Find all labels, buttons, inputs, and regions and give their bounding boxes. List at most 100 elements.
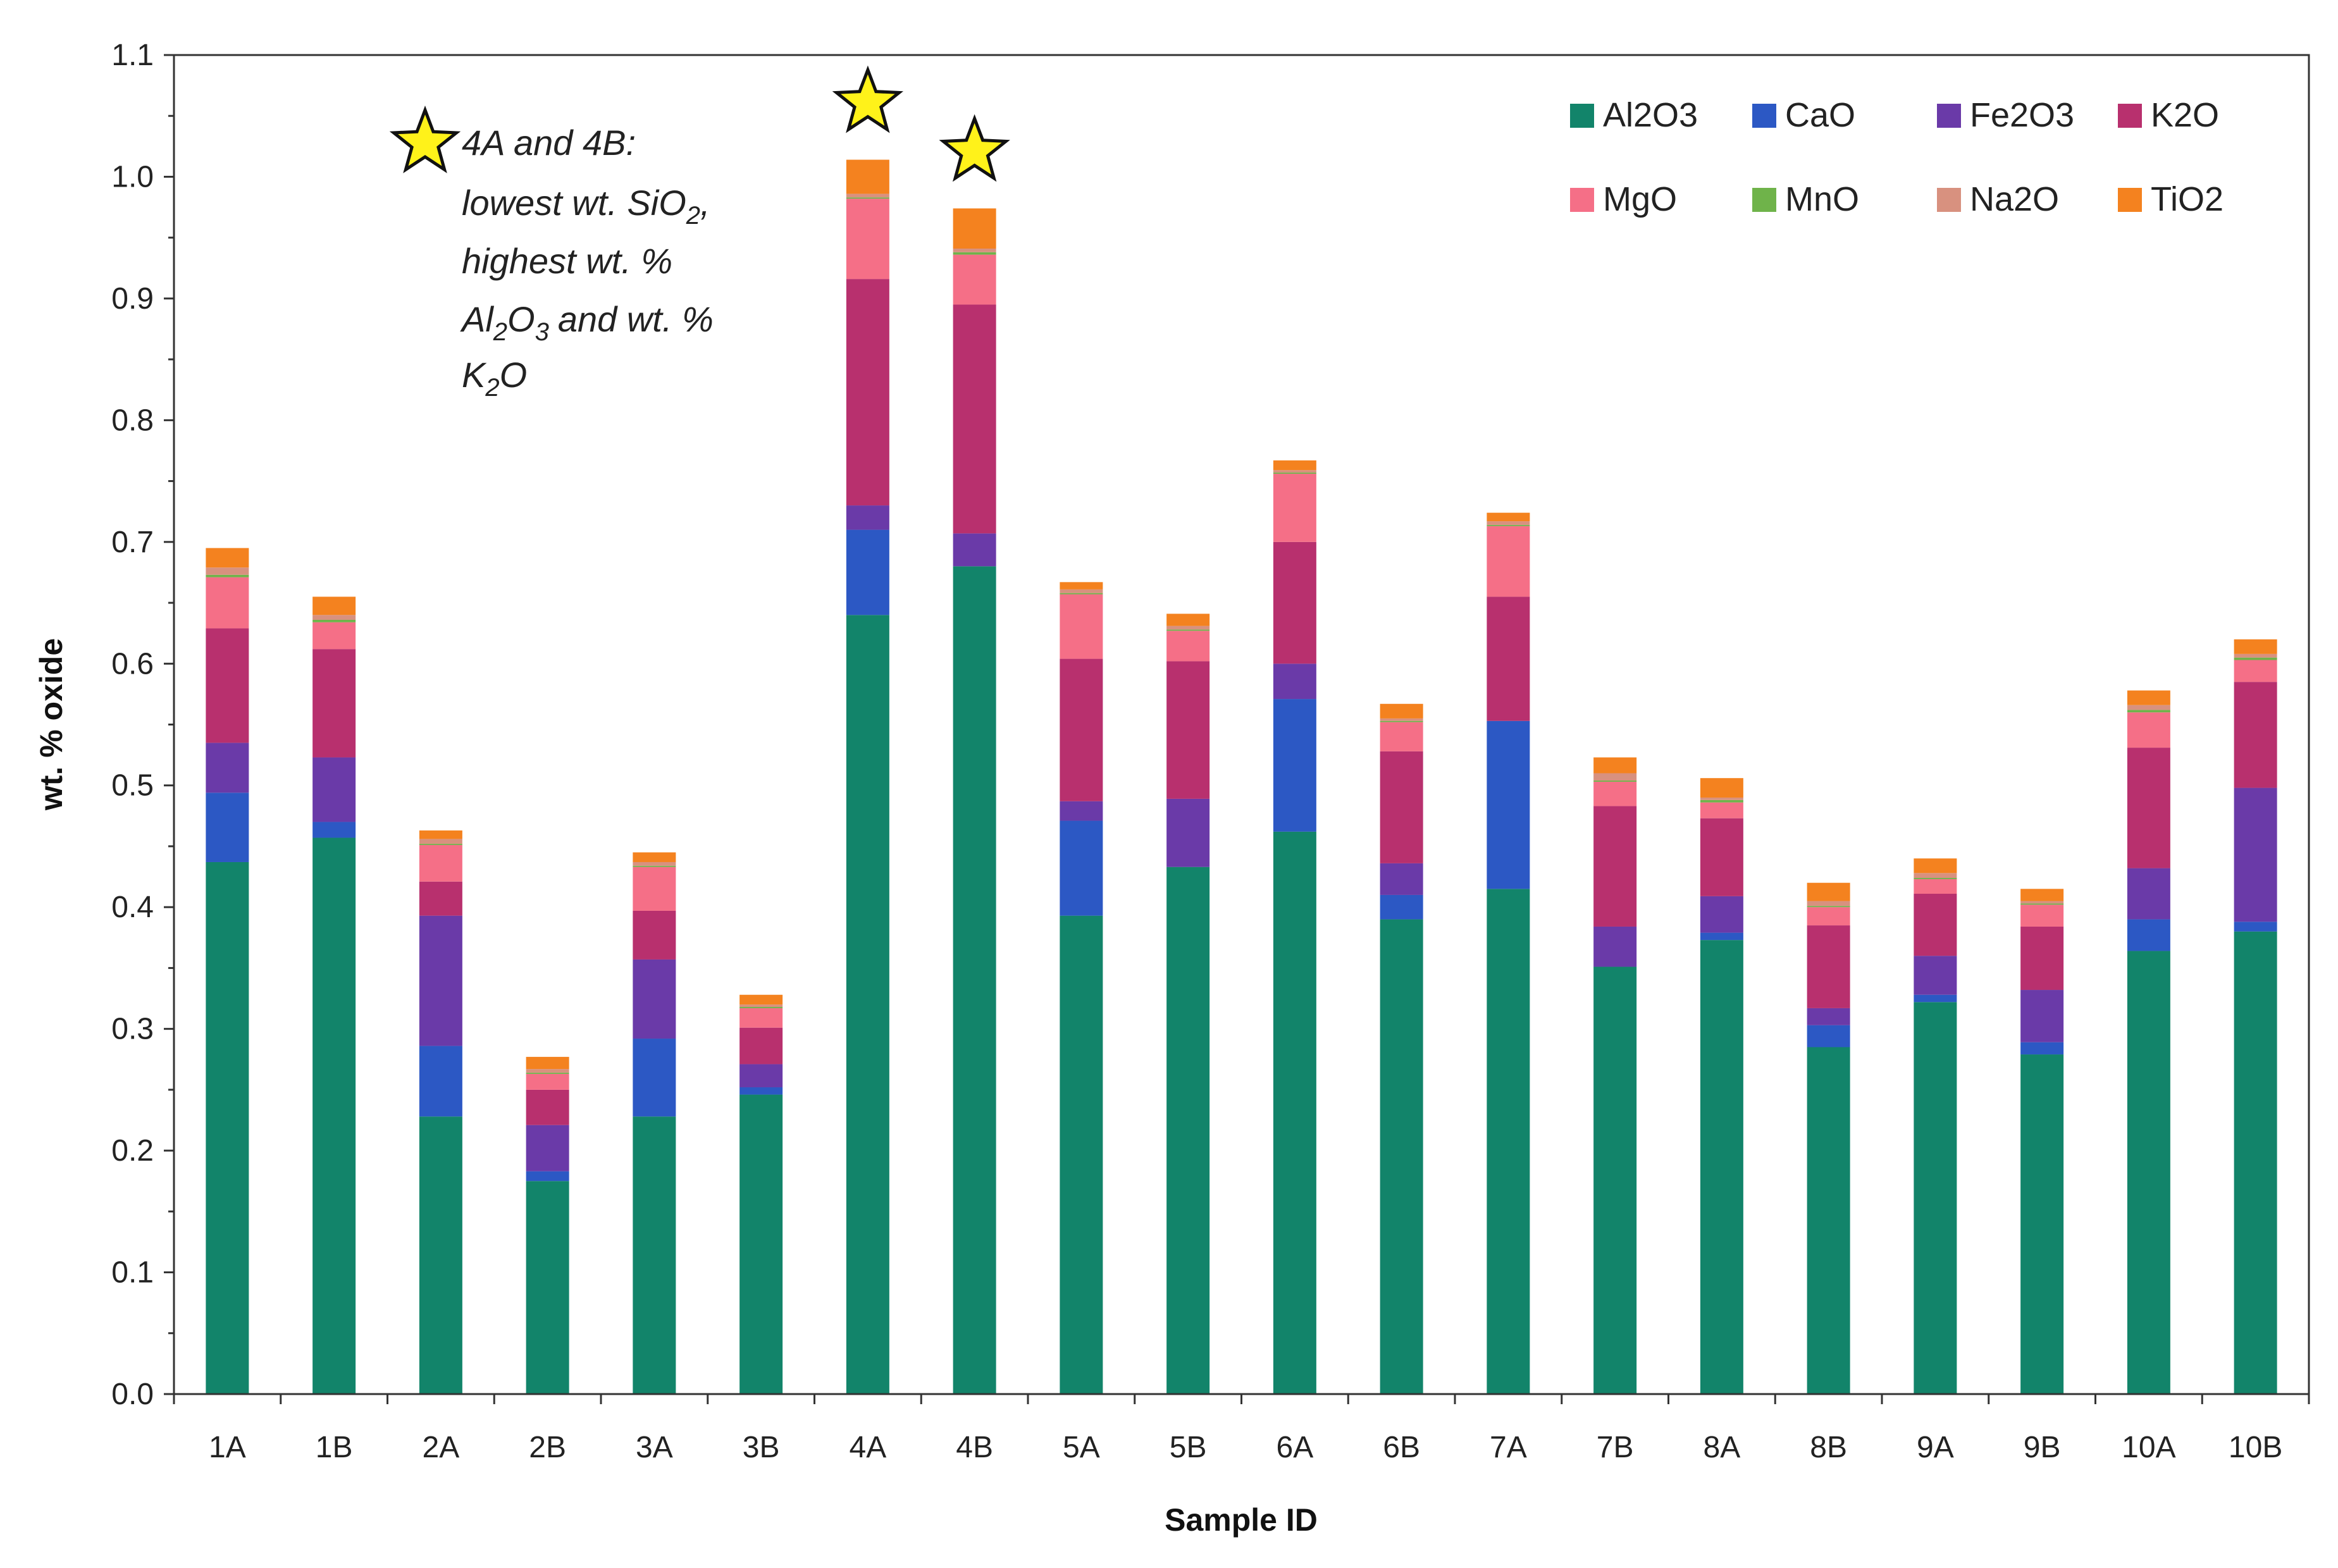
bar-1B-TiO2 <box>312 596 356 615</box>
bar-8A-MgO <box>1700 802 1743 818</box>
bar-10B-TiO2 <box>2234 639 2277 654</box>
bar-9A-K2O <box>1914 894 1957 956</box>
legend-swatch-Na2O <box>1937 188 1961 212</box>
bar-2B-K2O <box>526 1089 569 1125</box>
bar-6B-Na2O <box>1380 718 1423 721</box>
bar-9A-Fe2O3 <box>1914 956 1957 995</box>
bar-6B-TiO2 <box>1380 703 1423 719</box>
x-tick-label-2A: 2A <box>423 1431 460 1464</box>
sample-markers <box>832 65 1010 182</box>
annotation-line-3: highest wt. % <box>462 241 672 281</box>
bar-9B-MnO <box>2020 903 2064 905</box>
legend-label-MgO: MgO <box>1603 180 1677 218</box>
bar-5A-MnO <box>1060 593 1103 595</box>
bar-5A-MgO <box>1060 594 1103 659</box>
bar-6A-K2O <box>1273 541 1316 664</box>
bar-6A-Fe2O3 <box>1273 664 1316 700</box>
bar-4B-K2O <box>953 304 996 534</box>
bar-9A-MnO <box>1914 877 1957 879</box>
bar-8B-MgO <box>1807 907 1850 926</box>
bar-7B-MnO <box>1593 781 1637 782</box>
x-tick-label-1A: 1A <box>209 1431 246 1464</box>
legend-label-CaO: CaO <box>1785 96 1855 134</box>
bar-3B-CaO <box>739 1087 783 1095</box>
bar-3A-Fe2O3 <box>633 959 676 1039</box>
y-tick-label: 0.2 <box>111 1134 154 1168</box>
bar-2A-MgO <box>419 845 462 882</box>
bar-9A-TiO2 <box>1914 858 1957 874</box>
bar-4B-MgO <box>953 254 996 305</box>
bar-6A-Na2O <box>1273 470 1316 473</box>
x-tick-label-9A: 9A <box>1917 1431 1954 1464</box>
bar-10B-K2O <box>2234 682 2277 788</box>
bar-3B-Fe2O3 <box>739 1064 783 1088</box>
y-tick-label: 0.7 <box>111 526 154 559</box>
bar-7A-TiO2 <box>1487 512 1530 522</box>
bar-3A-K2O <box>633 910 676 960</box>
legend-swatch-MgO <box>1570 188 1594 212</box>
y-tick-label: 0.3 <box>111 1013 154 1046</box>
bar-9A-MgO <box>1914 879 1957 894</box>
x-tick-label-7A: 7A <box>1490 1431 1527 1464</box>
bar-6B-K2O <box>1380 751 1423 863</box>
bar-7B-Na2O <box>1593 773 1637 781</box>
x-axis-title: Sample ID <box>1165 1502 1318 1538</box>
y-axis: 0.0 0.1 0.2 0.3 0.4 0.5 0.6 0.7 0.8 0.9 1.0 1.1 <box>111 39 174 1411</box>
legend-label-Na2O: Na2O <box>1970 180 2059 218</box>
legend-label-MnO: MnO <box>1785 180 1859 218</box>
bar-5A-TiO2 <box>1060 582 1103 590</box>
x-tick-label-2B: 2B <box>529 1431 566 1464</box>
bar-10A-MgO <box>2127 712 2170 748</box>
bar-2A-Fe2O3 <box>419 915 462 1046</box>
bar-6B-CaO <box>1380 894 1423 920</box>
bar-1B-Na2O <box>312 615 356 620</box>
bar-7B-Al2O3 <box>1593 966 1637 1394</box>
x-tick-label-5A: 5A <box>1063 1431 1100 1464</box>
bar-9A-Al2O3 <box>1914 1002 1957 1394</box>
bar-2A-Na2O <box>419 839 462 844</box>
bar-10B-MgO <box>2234 660 2277 682</box>
bar-8B-Al2O3 <box>1807 1047 1850 1394</box>
legend-swatch-K2O <box>2118 104 2142 128</box>
legend-label-K2O: K2O <box>2151 96 2219 134</box>
bar-4A-Na2O <box>846 194 889 198</box>
annotation-sub-k2: 2 <box>485 374 499 402</box>
bar-2B-MnO <box>526 1072 569 1074</box>
y-tick-label: 0.5 <box>111 769 154 803</box>
annotation: 4A and 4B: lowest wt. SiO2, highest wt. … <box>389 105 714 402</box>
bar-2A-MnO <box>419 844 462 846</box>
legend-swatch-TiO2 <box>2118 188 2142 212</box>
x-tick-label-3B: 3B <box>743 1431 780 1464</box>
star-marker-4B-icon <box>939 114 1010 182</box>
legend-swatch-CaO <box>1752 104 1776 128</box>
bar-10B-Na2O <box>2234 653 2277 658</box>
bar-2B-TiO2 <box>526 1056 569 1070</box>
bar-1B-Fe2O3 <box>312 757 356 822</box>
annotation-line-4: Al2O3 and wt. % <box>460 299 714 346</box>
bar-6B-MnO <box>1380 720 1423 722</box>
bar-7A-Al2O3 <box>1487 889 1530 1394</box>
annotation-al: Al <box>460 299 494 339</box>
bar-4A-MgO <box>846 199 889 280</box>
bar-2B-CaO <box>526 1171 569 1182</box>
annotation-line-2: lowest wt. SiO2, <box>462 183 710 230</box>
bar-8A-TiO2 <box>1700 778 1743 798</box>
bar-5B-Fe2O3 <box>1166 798 1210 867</box>
bars-layer <box>206 159 2277 1394</box>
bar-10A-K2O <box>2127 748 2170 868</box>
y-tick-label: 0.4 <box>111 891 154 924</box>
bar-7A-Na2O <box>1487 521 1530 525</box>
bar-2A-Al2O3 <box>419 1116 462 1394</box>
bar-8A-Al2O3 <box>1700 940 1743 1394</box>
bar-6A-CaO <box>1273 699 1316 832</box>
bar-9B-CaO <box>2020 1042 2064 1055</box>
y-tick-label: 1.1 <box>111 39 154 72</box>
annotation-o: O <box>507 299 535 339</box>
bar-10B-Fe2O3 <box>2234 787 2277 922</box>
bar-6A-TiO2 <box>1273 460 1316 471</box>
plot-frame <box>173 54 2310 1395</box>
bar-5A-Na2O <box>1060 589 1103 593</box>
bar-1A-Al2O3 <box>206 861 249 1394</box>
bar-1B-CaO <box>312 822 356 838</box>
